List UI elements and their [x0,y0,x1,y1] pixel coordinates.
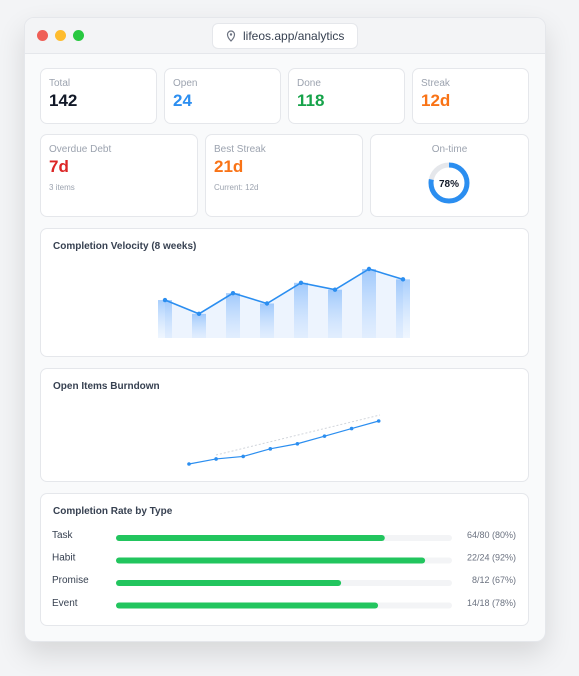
velocity-point [162,297,168,303]
burndown-point [349,426,354,431]
velocity-line [164,268,404,315]
velocity-bar [328,289,342,338]
rate-bar [116,580,342,586]
velocity-bar [396,279,410,338]
burndown-point [295,441,300,446]
rate-label: 14/18 (78%) [467,598,516,608]
velocity-point [196,311,202,317]
title-bar: lifeos.app/analytics [25,18,545,54]
rate-bar [116,535,385,541]
burndown-line [188,420,379,465]
velocity-point [298,280,304,285]
stat-value: 118 [297,91,325,110]
minimize-button[interactable] [55,30,66,41]
velocity-bar [294,282,308,338]
metric-note: Current: 12d [214,183,259,192]
stat-card: Open 24 [164,68,281,124]
type-label: Event [52,598,78,609]
stat-label: Open [173,78,198,89]
velocity-point [264,301,270,306]
burndown-point [241,454,245,459]
type-label: Promise [52,575,89,586]
metric-value: 7d [49,157,69,176]
on-time-card: On-time [370,134,529,217]
type-label: Task [52,530,74,541]
rate-label: 8/12 (67%) [472,575,516,585]
burndown-point [187,462,191,466]
metric-label: Best Streak [214,144,266,155]
url-text: lifeos.app/analytics [243,29,345,43]
pin-icon [226,30,236,42]
velocity-point [332,287,338,292]
card-title: Completion Velocity (8 weeks) [53,241,197,252]
metric-card: Overdue Debt 7d 3 items [40,134,198,217]
stat-value: 12d [421,91,451,110]
velocity-point [366,266,372,272]
burndown-point [322,434,327,438]
rate-bar [116,602,379,609]
burndown-point [376,419,381,423]
rate-bar [116,557,426,564]
on-time-label: On-time [431,144,468,155]
burndown-point [268,447,273,451]
stat-card: Streak 12d [412,68,529,124]
velocity-bar [362,269,376,338]
burndown-card: Open Items Burndown [40,368,529,482]
velocity-bar [260,303,274,338]
rate-label: 22/24 (92%) [467,553,516,563]
burndown-point [214,457,218,461]
address-bar[interactable]: lifeos.app/analytics [212,23,358,49]
metric-value: 21d [214,157,244,176]
velocity-bar [192,313,206,338]
stat-value: 24 [173,91,192,110]
card-title: Completion Rate by Type [53,506,173,517]
stat-label: Total [49,78,71,89]
metric-card: Best Streak 21d Current: 12d [205,134,363,217]
maximize-button[interactable] [73,30,84,41]
velocity-bar [158,300,172,338]
velocity-area [165,269,403,338]
donut-arc [428,162,470,204]
type-label: Habit [52,553,76,564]
card-title: Open Items Burndown [53,381,160,392]
stat-card: Done 118 [288,68,405,124]
velocity-point [400,277,406,282]
metric-note: 3 items [49,183,75,192]
rate-label: 64/80 (80%) [467,530,516,540]
metric-label: Overdue Debt [49,144,112,155]
velocity-bar [226,293,240,338]
stat-value: 142 [49,91,78,110]
stat-label: Done [297,78,321,89]
stat-card: Total 142 [40,68,157,124]
ideal-line [215,414,381,456]
stat-label: Streak [421,78,450,89]
donut-label: 78% [439,179,459,190]
close-button[interactable] [37,30,48,41]
velocity-point [230,290,236,296]
